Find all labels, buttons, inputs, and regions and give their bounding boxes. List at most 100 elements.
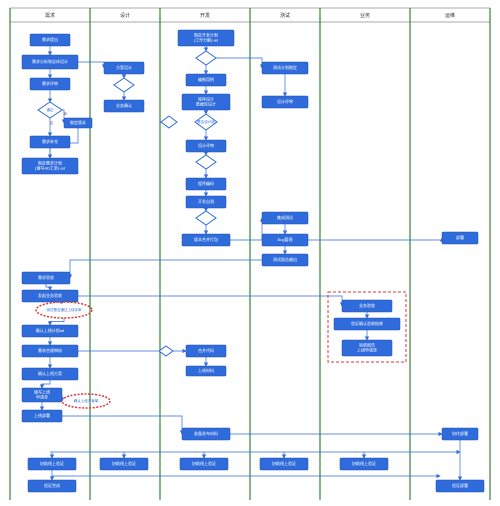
decision-d4b [161,116,177,128]
edge-n34-n40 [70,260,262,278]
svg-text:协助线上验证: 协助线上验证 [112,460,136,466]
node-n31: 设计评审 [262,96,308,108]
svg-text:开发自测: 开发自测 [198,198,214,204]
svg-text:否: 否 [50,121,53,125]
node-n20: 制定开发计划(工作分解)-ad [178,30,234,46]
node-n2: 需求分析和总体设计 [22,55,78,69]
svg-text:测试报告输出: 测试报告输出 [273,256,297,262]
node-n42: 确认上线计划ad [22,325,78,337]
svg-text:协作部署: 协作部署 [452,430,468,436]
node-v5: 协助线上验证 [340,458,388,470]
node-n32: 集成测试 [262,212,308,224]
edge-n43-n44 [42,380,50,388]
svg-text:上线申请单: 上线申请单 [357,347,377,353]
node-n60: 业务验收 [342,300,392,312]
svg-text:需求合规审核: 需求合规审核 [38,347,62,353]
node-n11: 业务确认 [104,100,144,112]
svg-text:验证部署: 验证部署 [452,482,468,488]
node-n42b: 需求合规审核 [22,345,78,357]
svg-text:准备发布材料: 准备发布材料 [194,430,218,436]
svg-text:验证完成: 验证完成 [44,482,60,488]
svg-text:需求补充: 需求补充 [42,138,58,144]
node-n50: 合并代码 [186,345,226,357]
svg-text:版本合并打包: 版本合并打包 [194,236,218,242]
node-vf: 验证完成 [28,480,76,492]
nodes: 需求提出需求分析和总体设计需求评审通过制定版本需求补充制定需求计划(填写AD工单… [22,30,484,492]
node-n22: 程序设计数据库设计 [182,94,230,110]
node-n51: 上线材料 [186,366,226,376]
svg-text:集成测试: 集成测试 [277,214,293,220]
node-n30: 测试计划制定 [262,62,308,74]
svg-text:协助线上验证: 协助线上验证 [192,460,216,466]
decision-d7 [159,346,173,356]
svg-text:需求评审: 需求评审 [42,80,58,86]
node-v4: 协助线上验证 [260,458,308,470]
swimlanes: 需求设计开发测试业务运维 [10,8,490,500]
svg-text:部署: 部署 [456,234,464,240]
node-n5: 需求补充 [30,136,70,148]
decision-d3 [196,51,216,65]
node-n23: 设计评审 [186,140,226,152]
node-n52: 准备发布材料 [182,428,230,440]
svg-text:通过: 通过 [47,107,54,112]
edge-r1-n42 [50,318,64,325]
svg-text:确认上线计划ad: 确认上线计划ad [36,327,64,333]
node-n6: 制定需求计划(填写AD工单)-ad [22,158,78,174]
svg-text:需求验收: 需求验收 [38,274,54,280]
svg-text:业务确认: 业务确认 [116,102,132,108]
flowchart-canvas: 需求设计开发测试业务运维 否是 需求提出需求分析和总体设计需求评审通过制定版本需… [0,0,500,506]
edge-n40-n41 [46,284,50,290]
svg-text:合并代码: 合并代码 [198,347,214,353]
node-n26: 版本合并打包 [182,234,230,246]
node-n34: 测试报告输出 [262,254,308,266]
svg-text:申请单: 申请单 [36,394,48,400]
svg-text:是: 是 [64,111,67,116]
edge-n45-n52 [62,416,182,434]
svg-text:协助线上验证: 协助线上验证 [40,460,64,466]
node-n33: Bug管理 [262,234,308,246]
node-n4: 制定版本 [64,118,92,128]
node-n62: 验收报告上线申请单 [342,340,392,356]
edge-n41-n60 [78,296,342,306]
svg-text:制定版本: 制定版本 [70,119,86,125]
decision-d1: 通过 [38,102,62,118]
node-n25: 开发自测 [186,196,226,208]
decision-d4: 是否设计版 [195,114,217,130]
node-n41: 发起业务验收 [22,290,78,302]
edge-n26-n32 [230,218,262,240]
svg-text:编制用例: 编制用例 [198,76,214,82]
svg-text:需求: 需求 [45,12,55,19]
svg-text:Bug管理: Bug管理 [277,236,292,242]
svg-text:测试是否通过上线评审: 测试是否通过上线评审 [47,307,82,312]
milestone-r2: 确认上线方案单 [62,394,110,408]
svg-text:开发: 开发 [200,12,210,19]
svg-text:设计: 设计 [120,12,130,19]
edge-n2-n10 [78,62,104,68]
svg-text:(工作分解)-ad: (工作分解)-ad [194,37,218,43]
decision-d6 [196,211,216,225]
node-n71: 协作部署 [442,428,478,440]
node-v2: 协助线上验证 [100,458,148,470]
edge-d3-n30 [216,58,262,68]
svg-text:设计评审: 设计评审 [277,98,293,104]
svg-text:测试: 测试 [280,12,290,19]
node-n10: 方案设计 [104,62,144,74]
svg-text:(填写AD工单)-ad: (填写AD工单)-ad [35,165,65,171]
node-v3: 协助线上验证 [180,458,228,470]
svg-text:确认上线方案单: 确认上线方案单 [74,398,99,403]
svg-text:上线部署: 上线部署 [34,412,50,418]
node-n21: 编制用例 [186,74,226,86]
svg-text:需求分析和总体设计: 需求分析和总体设计 [32,58,68,64]
node-n43: 确认上线方案 [22,368,78,380]
svg-text:上线材料: 上线材料 [198,367,214,373]
node-v6: 验证部署 [436,480,484,492]
node-n1: 需求提出 [30,34,70,46]
svg-text:程序编码: 程序编码 [198,180,214,186]
svg-text:协助线上验证: 协助线上验证 [272,460,296,466]
node-n44: 填写上线申请单 [22,388,62,402]
node-n70: 部署 [442,232,478,244]
svg-text:协助线上验证: 协助线上验证 [352,460,376,466]
decision-d2 [114,78,134,92]
svg-text:测试计划制定: 测试计划制定 [273,64,297,70]
svg-text:业务验收: 业务验收 [359,302,375,308]
